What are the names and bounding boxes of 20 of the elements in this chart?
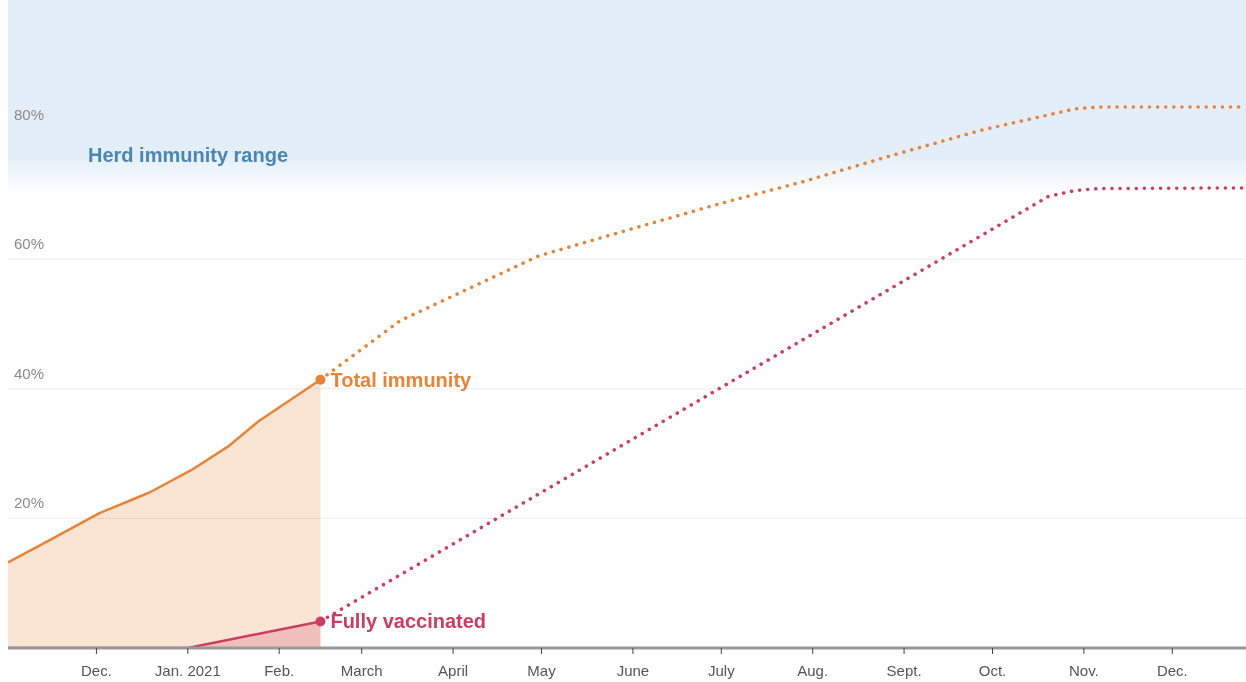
x-tick-label: Aug.	[797, 662, 829, 679]
x-tick-label: June	[616, 662, 650, 679]
x-tick-label: May	[527, 662, 557, 679]
series-label: Fully vaccinated	[330, 610, 487, 633]
x-tick-label: Nov.	[1069, 662, 1099, 679]
y-tick-label: 80%	[14, 105, 45, 123]
x-tick-label: April	[438, 662, 469, 679]
band-label: Herd immunity range	[88, 144, 289, 167]
x-tick-label: Dec.	[1156, 662, 1188, 679]
x-tick-label: Dec.	[81, 662, 112, 679]
x-tick-label: Oct.	[978, 662, 1007, 679]
x-tick-label: March	[340, 662, 383, 679]
x-tick-label: Jan. 2021	[154, 662, 221, 679]
x-tick-label: Feb.	[264, 662, 295, 679]
y-tick-label: 20%	[14, 494, 45, 512]
x-tick-label: Sept.	[886, 662, 922, 679]
x-tick-label: July	[707, 662, 736, 679]
y-tick-label: 60%	[14, 235, 45, 253]
series-label: Total immunity	[330, 368, 473, 391]
y-tick-label: 40%	[14, 364, 45, 382]
